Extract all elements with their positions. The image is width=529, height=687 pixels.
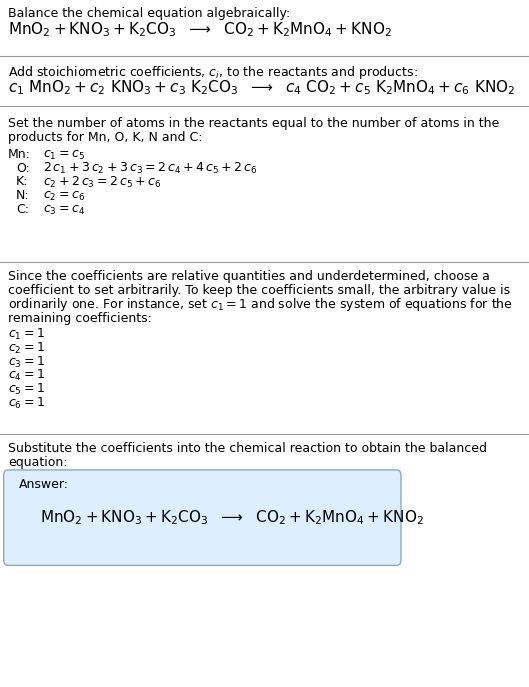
Text: $c_2 = 1$: $c_2 = 1$ — [8, 341, 45, 356]
Text: $c_4 = 1$: $c_4 = 1$ — [8, 368, 45, 383]
Text: $c_5 = 1$: $c_5 = 1$ — [8, 382, 45, 397]
Text: K:: K: — [16, 175, 28, 188]
Text: Set the number of atoms in the reactants equal to the number of atoms in the: Set the number of atoms in the reactants… — [8, 117, 499, 130]
Text: $c_2 = c_6$: $c_2 = c_6$ — [43, 190, 85, 203]
Text: remaining coefficients:: remaining coefficients: — [8, 311, 152, 324]
FancyBboxPatch shape — [4, 470, 401, 565]
Text: $c_3 = c_4$: $c_3 = c_4$ — [43, 204, 85, 217]
Text: ordinarily one. For instance, set $c_1 = 1$ and solve the system of equations fo: ordinarily one. For instance, set $c_1 =… — [8, 296, 513, 313]
Text: $c_1 = c_5$: $c_1 = c_5$ — [43, 149, 85, 162]
Text: Answer:: Answer: — [19, 477, 69, 491]
Text: $c_1\ \mathregular{MnO_2} + c_2\ \mathregular{KNO_3} + c_3\ \mathregular{K_2CO_3: $c_1\ \mathregular{MnO_2} + c_2\ \mathre… — [8, 78, 515, 97]
Text: $2\,c_1 + 3\,c_2 + 3\,c_3 = 2\,c_4 + 4\,c_5 + 2\,c_6$: $2\,c_1 + 3\,c_2 + 3\,c_3 = 2\,c_4 + 4\,… — [43, 161, 258, 176]
Text: products for Mn, O, K, N and C:: products for Mn, O, K, N and C: — [8, 131, 203, 144]
Text: $c_6 = 1$: $c_6 = 1$ — [8, 396, 45, 411]
Text: Substitute the coefficients into the chemical reaction to obtain the balanced: Substitute the coefficients into the che… — [8, 442, 487, 455]
Text: O:: O: — [16, 161, 30, 174]
Text: Add stoichiometric coefficients, $c_i$, to the reactants and products:: Add stoichiometric coefficients, $c_i$, … — [8, 64, 418, 80]
Text: Since the coefficients are relative quantities and underdetermined, choose a: Since the coefficients are relative quan… — [8, 270, 490, 283]
Text: $c_1 = 1$: $c_1 = 1$ — [8, 327, 45, 342]
Text: N:: N: — [16, 189, 30, 202]
Text: equation:: equation: — [8, 455, 67, 469]
Text: $c_2 + 2\,c_3 = 2\,c_5 + c_6$: $c_2 + 2\,c_3 = 2\,c_5 + c_6$ — [43, 174, 162, 190]
Text: Balance the chemical equation algebraically:: Balance the chemical equation algebraica… — [8, 7, 290, 20]
Text: $\mathregular{MnO_2 + KNO_3 + K_2CO_3 \ \ \longrightarrow \ \ CO_2 + K_2MnO_4 + : $\mathregular{MnO_2 + KNO_3 + K_2CO_3 \ … — [40, 508, 424, 527]
Text: coefficient to set arbitrarily. To keep the coefficients small, the arbitrary va: coefficient to set arbitrarily. To keep … — [8, 284, 510, 297]
Text: Mn:: Mn: — [8, 148, 31, 161]
Text: $c_3 = 1$: $c_3 = 1$ — [8, 354, 45, 370]
Text: $\mathregular{MnO_2 + KNO_3 + K_2CO_3 \ \ \longrightarrow \ \ CO_2 + K_2MnO_4 + : $\mathregular{MnO_2 + KNO_3 + K_2CO_3 \ … — [8, 21, 392, 39]
Text: C:: C: — [16, 203, 29, 216]
